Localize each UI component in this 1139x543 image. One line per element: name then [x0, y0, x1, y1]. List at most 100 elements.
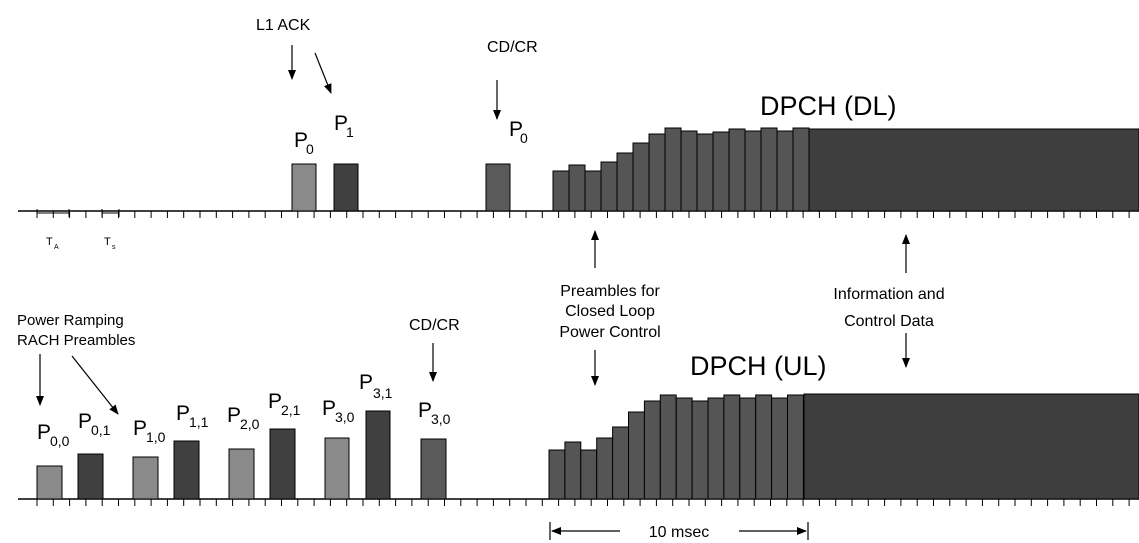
- ts-marker: T s: [101, 209, 120, 251]
- duration-label: 10 msec: [649, 524, 709, 541]
- duration-marker: [549, 522, 809, 540]
- ul-ramp-bar: [707, 397, 725, 500]
- dl-ramp-bar: [584, 170, 602, 212]
- info-data-label-line1: Information and: [833, 286, 944, 303]
- svg-text:1,1: 1,1: [189, 414, 209, 430]
- ul-axis-ticks: [36, 499, 1130, 506]
- dl-ramp-bar: [712, 131, 730, 212]
- dpch-ul-label: DPCH (UL): [690, 351, 827, 381]
- ul-power-control-preambles: [548, 394, 804, 500]
- svg-text:2,1: 2,1: [281, 402, 301, 418]
- dl-ramp-bar: [632, 142, 650, 212]
- dl-ramp-bar: [552, 170, 570, 212]
- dl-ramp-bar: [600, 161, 618, 212]
- dl-ramp-bar: [696, 133, 714, 212]
- ul-preamble-label-p11: P 1,1: [176, 402, 209, 430]
- dl-ramp-bar: [648, 133, 666, 212]
- power-ramping-arrow-right: [71, 355, 119, 415]
- dl-axis-ticks: [36, 211, 1130, 218]
- svg-text:0,0: 0,0: [50, 433, 70, 449]
- svg-text:P: P: [268, 390, 282, 413]
- preambles-pc-label-line1: Preambles for: [560, 283, 660, 300]
- ul-ramp-bar: [771, 397, 788, 500]
- ul-preamble-p00-bar: [36, 465, 63, 500]
- ul-preamble-label-p00: P 0,0: [37, 421, 70, 449]
- ul-ramp-bar: [723, 394, 741, 500]
- svg-text:2,0: 2,0: [240, 416, 260, 432]
- svg-text:A: A: [54, 244, 59, 251]
- preambles-pc-label-line3: Power Control: [559, 324, 660, 341]
- preambles-pc-label-line2: Closed Loop: [565, 303, 655, 320]
- ta-marker: T A: [36, 209, 70, 251]
- dpch-dl-block: [808, 128, 1139, 212]
- svg-text:3,0: 3,0: [335, 409, 355, 425]
- ul-ramp-bar: [787, 394, 804, 500]
- ul-preamble-p31-bar: [365, 410, 391, 500]
- ul-ramp-bar: [612, 426, 629, 500]
- ul-preamble-label-p01: P 0,1: [78, 410, 111, 438]
- ul-ramp-bar: [628, 411, 645, 500]
- svg-text:P: P: [227, 404, 241, 427]
- svg-text:P: P: [133, 417, 147, 440]
- dl-preamble-p0-bar-cdcr: [485, 163, 511, 212]
- dl-preamble-p1-bar: [333, 163, 359, 212]
- dl-ramp-bar: [776, 130, 794, 212]
- dl-ramp-bar: [680, 130, 698, 212]
- svg-text:T: T: [104, 236, 111, 248]
- ul-ramp-bar: [548, 449, 566, 500]
- dl-cdcr-label: CD/CR: [487, 39, 538, 56]
- dl-preamble-label-p0-cdcr: P 0: [509, 118, 528, 146]
- dl-preamble-p0-bar: [291, 163, 317, 212]
- ul-ramp-bar: [580, 449, 598, 500]
- power-ramping-label-line2: RACH Preambles: [17, 332, 135, 349]
- ul-ramp-bar: [739, 397, 757, 500]
- svg-text:P: P: [176, 402, 190, 425]
- svg-text:P: P: [78, 410, 92, 433]
- ul-preamble-p30-bar-cdcr: [420, 438, 447, 500]
- ul-ramp-bar: [659, 394, 677, 500]
- svg-text:P: P: [509, 118, 523, 141]
- ul-preamble-p20-bar: [228, 448, 255, 500]
- svg-text:P: P: [294, 129, 308, 152]
- svg-text:T: T: [46, 236, 53, 248]
- l1-ack-arrow-p1: [314, 52, 332, 94]
- svg-text:3,0: 3,0: [431, 411, 451, 427]
- svg-text:0: 0: [306, 141, 314, 157]
- svg-text:1,0: 1,0: [146, 429, 166, 445]
- svg-text:0: 0: [520, 130, 528, 146]
- info-data-label-line2: Control Data: [844, 313, 934, 330]
- svg-text:P: P: [37, 421, 51, 444]
- dpch-ul-block: [803, 393, 1139, 500]
- svg-text:3,1: 3,1: [373, 385, 393, 401]
- ul-ramp-bar: [596, 437, 614, 500]
- ul-preamble-label-p10: P 1,0: [133, 417, 166, 445]
- ul-preamble-label-p30: P 3,0: [322, 397, 355, 425]
- svg-text:P: P: [418, 399, 432, 422]
- ul-ramp-bar: [675, 397, 693, 500]
- dl-preamble-label-p1: P 1: [334, 112, 354, 140]
- ul-preamble-p21-bar: [269, 428, 296, 500]
- dl-ramp-bar: [616, 152, 634, 212]
- dl-ramp-bar: [664, 127, 682, 212]
- dpch-dl-label: DPCH (DL): [760, 91, 897, 121]
- svg-text:P: P: [359, 371, 373, 394]
- dl-power-control-preambles: [552, 127, 810, 212]
- svg-text:P: P: [322, 397, 336, 420]
- ul-preamble-p11-bar: [173, 440, 200, 500]
- power-ramping-label-line1: Power Ramping: [17, 312, 124, 329]
- ul-preamble-p10-bar: [132, 456, 159, 500]
- ul-cdcr-label: CD/CR: [409, 317, 460, 334]
- ul-ramp-bar: [564, 441, 582, 500]
- svg-text:1: 1: [346, 124, 354, 140]
- ul-ramp-bar: [643, 400, 661, 500]
- dl-ramp-bar: [744, 130, 762, 212]
- dl-ramp-bar: [760, 127, 778, 212]
- dl-ramp-bar: [568, 164, 586, 212]
- l1-ack-label: L1 ACK: [256, 17, 311, 34]
- svg-text:s: s: [112, 244, 116, 251]
- ul-preamble-p01-bar: [77, 453, 104, 500]
- ul-preamble-label-p20: P 2,0: [227, 404, 260, 432]
- ul-preamble-p30-bar: [324, 437, 350, 500]
- ul-ramp-bar: [691, 400, 709, 500]
